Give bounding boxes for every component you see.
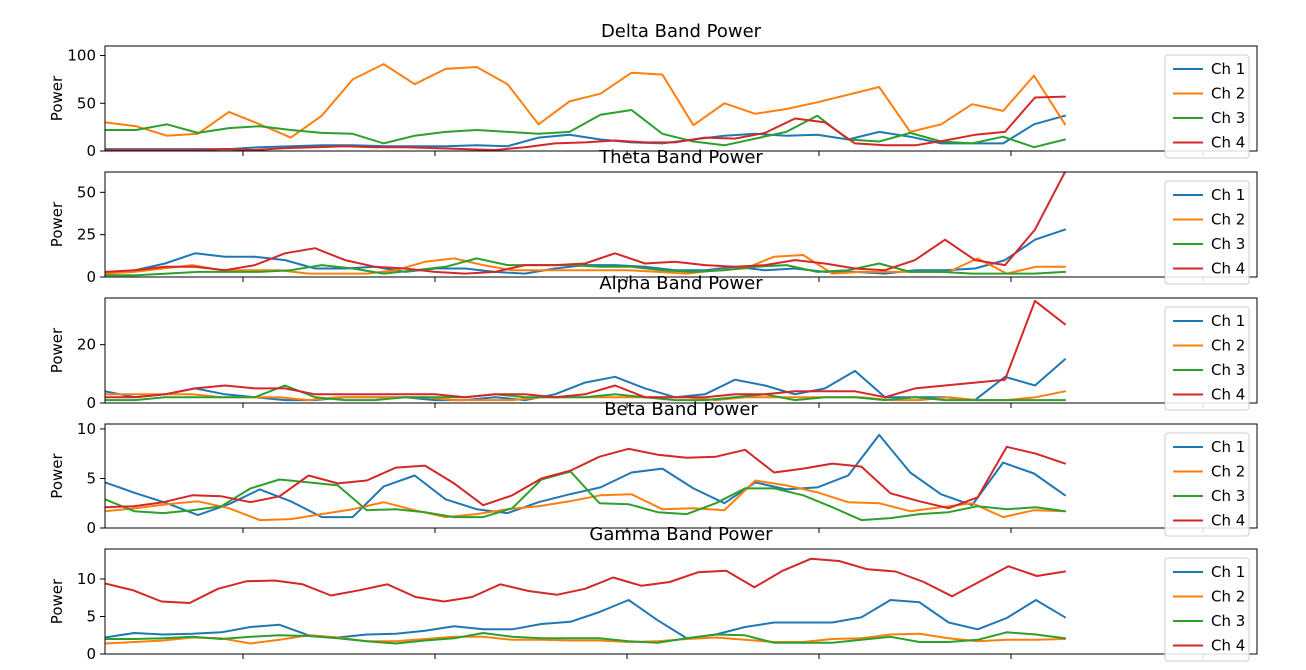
y-tick-label: 10 [77, 420, 96, 438]
y-tick-label: 0 [86, 645, 96, 663]
legend: Ch 1 Ch 2 Ch 3 Ch 4 [1164, 54, 1250, 159]
y-axis-label: Power [48, 327, 66, 373]
series-line-ch-1 [105, 599, 1066, 640]
series-line-ch-4 [105, 95, 1066, 151]
legend-label-ch-3: Ch 3 [1211, 612, 1245, 630]
series-line-ch-1 [105, 433, 1066, 519]
legend-label-ch-2: Ch 2 [1211, 211, 1245, 229]
y-tick-label: 50 [77, 183, 96, 201]
series-line-ch-3 [105, 109, 1066, 149]
axes-frame [104, 297, 1258, 404]
panel-theta-band-power: 0 25 50 Power Ch 1 Ch 2 Ch 3 Ch 4 [48, 171, 1258, 286]
series-line-ch-1 [105, 114, 1066, 151]
legend-label-ch-3: Ch 3 [1211, 109, 1245, 127]
legend-label-ch-2: Ch 2 [1211, 463, 1245, 481]
y-tick-label: 20 [77, 336, 96, 354]
legend-label-ch-2: Ch 2 [1211, 85, 1245, 103]
legend-box [1164, 432, 1250, 537]
legend-label-ch-3: Ch 3 [1211, 361, 1245, 379]
y-axis-label: Power [48, 201, 66, 247]
legend-label-ch-1: Ch 1 [1211, 438, 1245, 456]
series-line-ch-2 [105, 632, 1066, 645]
legend-label-ch-4: Ch 4 [1211, 260, 1245, 278]
legend-label-ch-4: Ch 4 [1211, 637, 1245, 655]
legend-label-ch-4: Ch 4 [1211, 386, 1245, 404]
y-tick-label: 25 [77, 226, 96, 244]
series-line-ch-2 [105, 479, 1066, 522]
axes-frame [104, 548, 1258, 655]
series-line-ch-3 [105, 384, 1066, 402]
y-tick-label: 10 [77, 570, 96, 588]
panel-gamma-band-power: 0 5 10 Power Ch 1 Ch 2 Ch 3 Ch 4 [48, 548, 1258, 663]
chart-title: Delta Band Power [601, 21, 762, 42]
series-lines [105, 299, 1066, 402]
legend-label-ch-1: Ch 1 [1211, 312, 1245, 330]
chart-title: Alpha Band Power [599, 273, 763, 294]
panel-alpha-band-power: 0 20 Power Ch 1 Ch 2 Ch 3 Ch 4 [48, 297, 1258, 412]
series-line-ch-3 [105, 631, 1066, 645]
legend-box [1164, 306, 1250, 411]
legend: Ch 1 Ch 2 Ch 3 Ch 4 [1164, 432, 1250, 537]
legend-box [1164, 54, 1250, 159]
y-tick-label: 5 [86, 469, 96, 487]
chart-title: Theta Band Power [598, 147, 763, 168]
chart-title: Gamma Band Power [589, 524, 773, 545]
series-lines [105, 63, 1066, 151]
series-lines [105, 557, 1066, 645]
y-tick-label: 0 [86, 519, 96, 537]
legend-label-ch-1: Ch 1 [1211, 563, 1245, 581]
y-tick-label: 0 [86, 394, 96, 412]
series-lines [105, 433, 1066, 522]
legend-label-ch-2: Ch 2 [1211, 588, 1245, 606]
y-tick-label: 50 [77, 94, 96, 112]
series-line-ch-4 [105, 299, 1066, 399]
axes-frame [104, 171, 1258, 278]
legend-label-ch-1: Ch 1 [1211, 186, 1245, 204]
legend-label-ch-1: Ch 1 [1211, 60, 1245, 78]
series-line-ch-4 [105, 172, 1066, 275]
series-line-ch-4 [105, 557, 1066, 604]
y-axis-label: Power [48, 75, 66, 121]
legend: Ch 1 Ch 2 Ch 3 Ch 4 [1164, 306, 1250, 411]
series-line-ch-2 [105, 254, 1066, 275]
y-tick-label: 0 [86, 268, 96, 286]
legend: Ch 1 Ch 2 Ch 3 Ch 4 [1164, 557, 1250, 662]
y-tick-label: 0 [86, 142, 96, 160]
series-lines [105, 172, 1066, 277]
legend-label-ch-2: Ch 2 [1211, 337, 1245, 355]
series-line-ch-3 [105, 470, 1066, 522]
axes-frame [104, 423, 1258, 529]
y-axis-label: Power [48, 452, 66, 498]
panel-beta-band-power: 0 5 10 Power Ch 1 Ch 2 Ch 3 Ch 4 [48, 420, 1258, 537]
legend-label-ch-4: Ch 4 [1211, 512, 1245, 530]
legend-label-ch-4: Ch 4 [1211, 134, 1245, 152]
legend-box [1164, 557, 1250, 662]
legend-label-ch-3: Ch 3 [1211, 235, 1245, 253]
legend: Ch 1 Ch 2 Ch 3 Ch 4 [1164, 180, 1250, 285]
y-tick-label: 100 [67, 47, 96, 65]
y-tick-label: 5 [86, 608, 96, 626]
legend-label-ch-3: Ch 3 [1211, 487, 1245, 505]
chart-title: Beta Band Power [604, 399, 758, 420]
series-line-ch-4 [105, 445, 1066, 510]
series-line-ch-3 [105, 257, 1066, 277]
legend-box [1164, 180, 1250, 285]
axes-frame [104, 45, 1258, 152]
y-axis-label: Power [48, 578, 66, 624]
